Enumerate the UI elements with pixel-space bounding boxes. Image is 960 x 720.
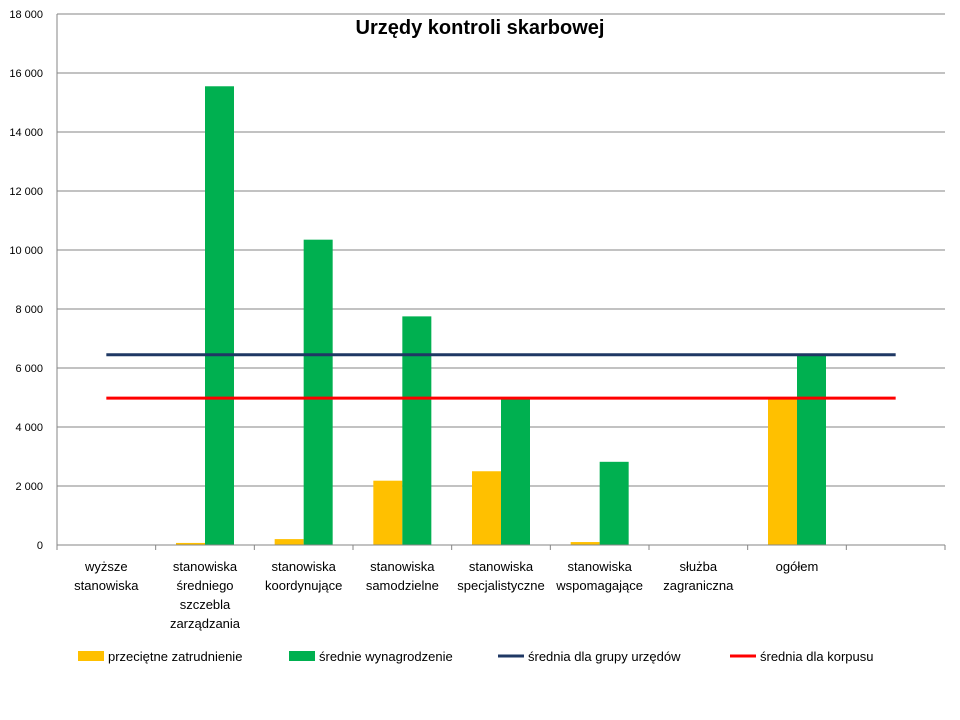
y-tick-label: 12 000 bbox=[9, 186, 43, 198]
legend-item: średnia dla grupy urzędów bbox=[498, 649, 681, 664]
bar-employment bbox=[176, 542, 205, 545]
legend-label: średnia dla grupy urzędów bbox=[528, 649, 681, 664]
x-category-label: koordynujące bbox=[265, 578, 342, 593]
axes bbox=[56, 14, 946, 550]
x-category-labels: wyższe stanowiska stanowiska średniego szcze… bbox=[74, 559, 818, 631]
legend-swatch bbox=[78, 651, 104, 661]
legend-item: przeciętne zatrudnienie bbox=[78, 649, 242, 664]
y-tick-label: 2 000 bbox=[15, 481, 43, 493]
x-category-label: wspomagające bbox=[555, 578, 643, 593]
y-tick-labels: 0 2 000 4 000 6 000 8 000 10 000 12 000 14 000 1… bbox=[9, 9, 43, 552]
x-category-label: stanowiska bbox=[370, 559, 435, 574]
bar-employment bbox=[373, 480, 403, 545]
bar-salary bbox=[303, 239, 333, 546]
y-tick-label: 18 000 bbox=[9, 9, 43, 21]
y-tick-label: 16 000 bbox=[9, 68, 43, 80]
bar-salary bbox=[797, 354, 826, 545]
legend-label: średnie wynagrodzenie bbox=[319, 649, 453, 664]
x-category-label: stanowiska bbox=[74, 578, 139, 593]
y-tick-label: 4 000 bbox=[15, 422, 43, 434]
legend: przeciętne zatrudnienie średnie wynagrodz… bbox=[78, 649, 873, 664]
y-tick-label: 14 000 bbox=[9, 127, 43, 139]
legend-item: średnie wynagrodzenie bbox=[289, 649, 453, 664]
y-tick-label: 10 000 bbox=[9, 245, 43, 257]
legend-label: średnia dla korpusu bbox=[760, 649, 873, 664]
bar-employment bbox=[768, 397, 797, 545]
chart-title: Urzędy kontroli skarbowej bbox=[356, 17, 605, 39]
legend-item: średnia dla korpusu bbox=[730, 649, 873, 664]
x-category-label: samodzielne bbox=[366, 578, 439, 593]
x-category-label: stanowiska bbox=[272, 559, 337, 574]
bars bbox=[176, 86, 826, 546]
series-lines bbox=[106, 353, 896, 400]
bar-employment bbox=[570, 542, 600, 545]
x-category-label: stanowiska bbox=[173, 559, 238, 574]
bar-salary bbox=[501, 397, 530, 545]
y-tick-label: 0 bbox=[37, 540, 43, 552]
legend-label: przeciętne zatrudnienie bbox=[108, 649, 242, 664]
x-category-label: szczebla bbox=[180, 597, 231, 612]
bar-employment bbox=[274, 539, 304, 545]
bar-salary bbox=[599, 461, 629, 545]
x-category-label: służba bbox=[680, 559, 718, 574]
bar-employment bbox=[472, 471, 501, 545]
legend-swatch bbox=[289, 651, 315, 661]
x-category-label: zagraniczna bbox=[663, 578, 734, 593]
y-tick-label: 6 000 bbox=[15, 363, 43, 375]
x-category-label: specjalistyczne bbox=[457, 578, 544, 593]
bar-salary bbox=[402, 316, 432, 545]
bar-salary bbox=[205, 86, 234, 546]
x-category-label: ogółem bbox=[776, 559, 819, 574]
x-category-label: stanowiska bbox=[568, 559, 633, 574]
x-category-label: zarządzania bbox=[170, 616, 241, 631]
x-category-label: stanowiska bbox=[469, 559, 534, 574]
x-category-label: wyższe bbox=[84, 559, 128, 574]
y-tick-label: 8 000 bbox=[15, 304, 43, 316]
x-category-label: średniego bbox=[176, 578, 233, 593]
